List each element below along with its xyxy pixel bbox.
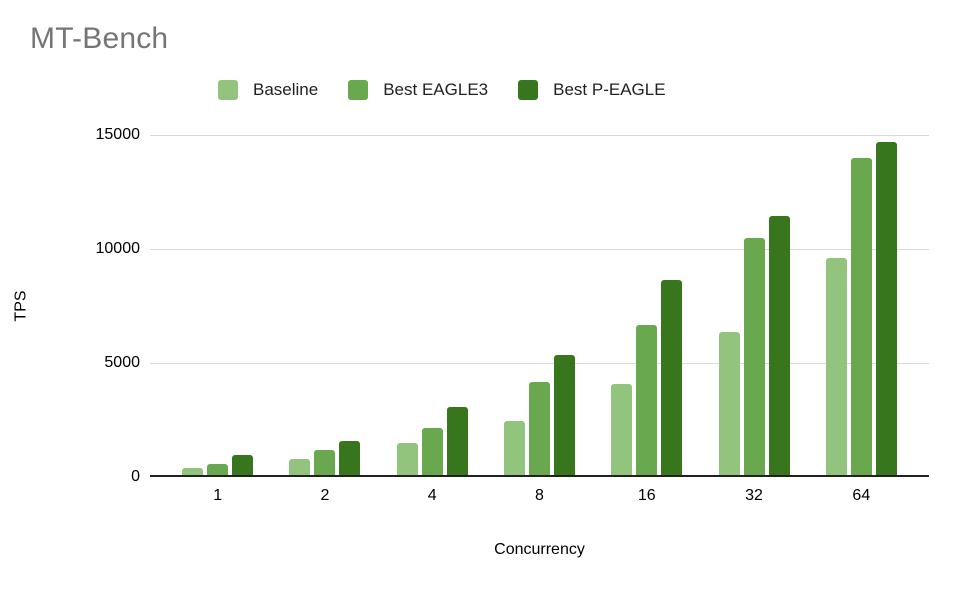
bar-group-16 <box>593 135 700 477</box>
x-tick-label-4: 4 <box>427 487 437 504</box>
legend-item-best-p-eagle: Best P-EAGLE <box>518 80 666 100</box>
bar-group-1 <box>164 135 271 477</box>
bar-group-4 <box>379 135 486 477</box>
x-tick-label-2: 2 <box>320 487 330 504</box>
x-axis-line <box>150 475 929 477</box>
chart-title: MT-Bench <box>30 22 169 55</box>
bar-best-eagle3-x4 <box>421 427 443 477</box>
bar-baseline-x8 <box>503 421 525 477</box>
bar-group-64 <box>808 135 915 477</box>
legend-label: Baseline <box>253 80 319 99</box>
bar-baseline-x4 <box>396 442 418 477</box>
bar-baseline-x16 <box>611 383 633 477</box>
bar-group-32 <box>700 135 807 477</box>
x-tick-label-1: 1 <box>213 487 223 504</box>
x-tick-label-8: 8 <box>535 487 544 504</box>
gridline-5000 <box>150 363 929 364</box>
plot-area <box>150 135 929 477</box>
bar-best-p-eagle-x16 <box>661 280 683 477</box>
legend-swatch-icon <box>518 80 539 100</box>
legend-item-baseline: Baseline <box>218 80 318 100</box>
y-tick-label-10000: 10000 <box>95 239 141 257</box>
x-axis-tick-labels: 1 2 4 8 16 32 64 <box>164 487 915 505</box>
x-tick-label-32: 32 <box>745 487 763 504</box>
gridline-10000 <box>150 249 929 250</box>
y-tick-label-5000: 5000 <box>104 353 140 371</box>
bar-baseline-x2 <box>289 459 311 477</box>
bar-best-eagle3-x16 <box>636 324 658 477</box>
y-axis-tick-labels: 0 5000 10000 15000 <box>0 126 141 485</box>
y-tick-label-0: 0 <box>131 468 140 485</box>
gridline-15000 <box>150 135 929 136</box>
x-tick-label-16: 16 <box>637 487 656 504</box>
legend-label: Best EAGLE3 <box>383 80 489 99</box>
bar-baseline-x32 <box>718 332 740 477</box>
bar-best-p-eagle-x2 <box>339 441 361 477</box>
bar-best-p-eagle-x8 <box>553 355 575 477</box>
bar-groups <box>164 135 915 477</box>
bar-best-eagle3-x8 <box>528 382 550 477</box>
bar-best-p-eagle-x64 <box>875 141 897 477</box>
y-tick-label-15000: 15000 <box>95 126 141 143</box>
bar-best-eagle3-x32 <box>743 237 765 477</box>
bar-best-eagle3-x2 <box>314 450 336 477</box>
legend-swatch-icon <box>348 80 369 100</box>
x-axis-title: Concurrency <box>494 541 585 558</box>
bar-best-eagle3-x1 <box>207 464 229 477</box>
bar-baseline-x64 <box>825 258 847 477</box>
bar-group-2 <box>271 135 378 477</box>
bar-best-p-eagle-x4 <box>446 407 468 477</box>
bar-baseline-x1 <box>182 467 204 477</box>
chart-legend: Baseline Best EAGLE3 Best P-EAGLE <box>218 80 666 100</box>
bar-best-p-eagle-x32 <box>768 215 790 477</box>
bar-group-8 <box>486 135 593 477</box>
legend-label: Best P-EAGLE <box>553 80 666 99</box>
bar-best-eagle3-x64 <box>850 157 872 477</box>
x-tick-label-64: 64 <box>852 487 871 504</box>
legend-swatch-icon <box>218 80 238 100</box>
legend-item-best-eagle3: Best EAGLE3 <box>348 80 488 100</box>
bar-best-p-eagle-x1 <box>232 455 254 477</box>
